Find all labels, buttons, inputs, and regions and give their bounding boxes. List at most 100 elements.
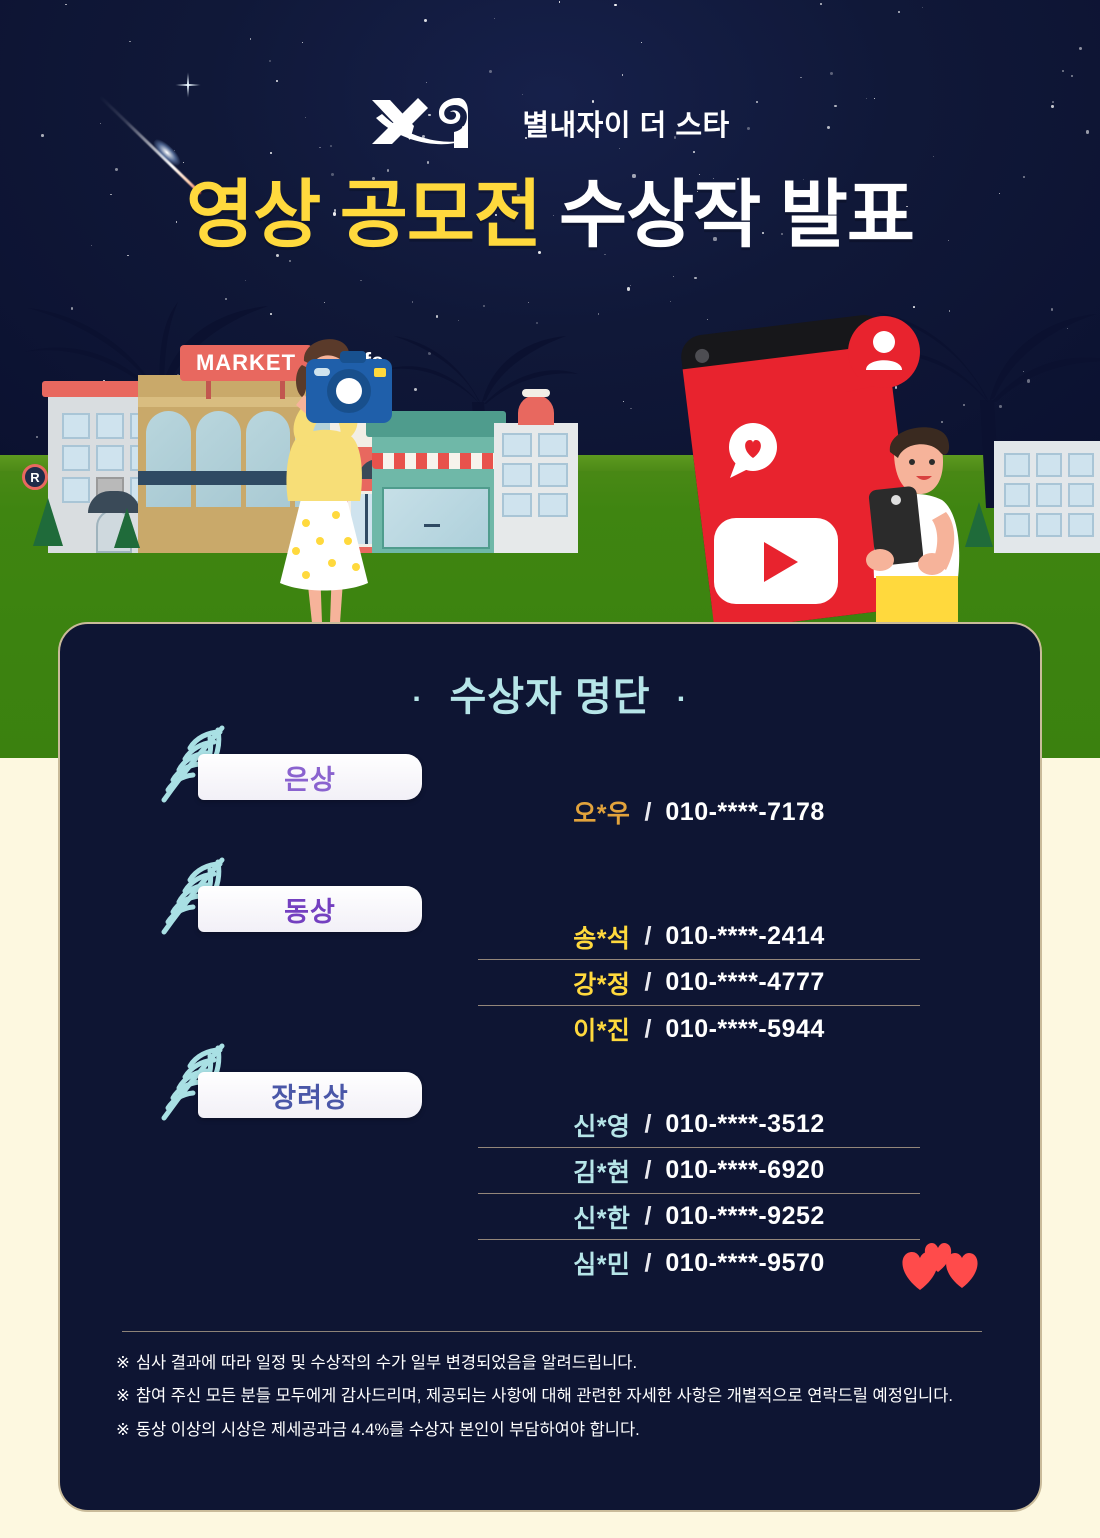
hearts-decoration-icon xyxy=(902,1243,978,1290)
winner-phone: 010-****-9570 xyxy=(665,1248,825,1277)
page-title: 영상 공모전 수상작 발표 xyxy=(0,178,1100,252)
star-dot xyxy=(426,161,430,165)
winner-rows: 오*우 / 010-****-7178 xyxy=(478,789,920,835)
star-dot xyxy=(237,186,240,189)
woman-photographer-illustration xyxy=(280,339,392,623)
winner-phone: 010-****-7178 xyxy=(665,797,825,826)
winner-row: 이*진 / 010-****-5944 xyxy=(478,1006,920,1052)
winner-separator: / xyxy=(644,922,652,950)
winner-phone: 010-****-9252 xyxy=(665,1202,825,1230)
star-dot xyxy=(269,60,272,63)
sparkle-star-icon xyxy=(175,72,201,98)
star-dot xyxy=(746,126,750,130)
star-dot xyxy=(360,279,362,282)
winners-panel: · 수상자 명단 · 은상 오*우 / 010-****-7178 동상 송*석 / 010-… xyxy=(58,622,1042,1512)
star-dot xyxy=(947,239,950,242)
star-dot xyxy=(597,312,600,315)
star-dot xyxy=(670,301,672,303)
brand-logo-row: 별내자이 더 스타 xyxy=(0,92,1100,154)
star-dot xyxy=(712,177,715,180)
star-dot xyxy=(713,237,717,241)
star-dot xyxy=(622,400,625,403)
heart-speech-bubble-icon xyxy=(729,423,777,478)
star-dot xyxy=(536,321,539,325)
tree-icon xyxy=(965,502,993,547)
star-dot xyxy=(542,112,544,114)
star-dot xyxy=(494,213,498,216)
star-dot xyxy=(244,279,246,281)
star-dot xyxy=(906,205,908,208)
star-dot xyxy=(618,147,620,149)
star-dot xyxy=(102,379,106,383)
star-dot xyxy=(301,41,304,43)
star-dot xyxy=(1061,69,1064,72)
star-dot xyxy=(176,373,180,376)
winner-name: 송*석 xyxy=(573,924,631,953)
footnote-mark: ※ xyxy=(116,1421,130,1440)
award-badge-label: 은상 xyxy=(284,764,336,795)
star-dot xyxy=(756,100,759,104)
star-dot xyxy=(175,221,178,223)
star-dot xyxy=(537,251,541,255)
winner-phone: 010-****-5944 xyxy=(665,1014,825,1043)
winner-separator: / xyxy=(644,1156,652,1184)
winner-rows: 신*영 / 010-****-3512 김*현 / 010-****-6920 신*한 / 01… xyxy=(478,1102,920,1286)
heading-dot-right: · xyxy=(676,682,688,716)
star-dot xyxy=(694,276,697,280)
star-dot xyxy=(319,146,321,148)
star-dot xyxy=(698,173,701,175)
star-dot xyxy=(100,122,102,124)
star-dot xyxy=(270,152,273,155)
footnote-item: ※ 심사 결과에 따라 일정 및 수상작의 수가 일부 변경되었음을 알려드립니다… xyxy=(116,1347,1016,1381)
building-right xyxy=(994,441,1100,553)
winner-separator: / xyxy=(644,1248,652,1277)
star-dot xyxy=(1027,379,1031,383)
winner-rows: 송*석 / 010-****-2414 강*정 / 010-****-4777 이*진 / 01… xyxy=(478,914,920,1052)
star-dot xyxy=(249,38,252,41)
star-dot xyxy=(1050,307,1054,311)
winner-row: 송*석 / 010-****-2414 xyxy=(478,914,920,960)
social-media-illustration xyxy=(678,310,990,632)
star-dot xyxy=(110,193,113,196)
star-dot xyxy=(626,287,631,291)
star-dot xyxy=(40,134,44,138)
title-highlight: 영상 공모전 xyxy=(186,173,542,256)
star-dot xyxy=(554,124,557,126)
winner-separator: / xyxy=(644,1110,652,1138)
winner-row: 신*영 / 010-****-3512 xyxy=(478,1102,920,1148)
footnote-text: 심사 결과에 따라 일정 및 수상작의 수가 일부 변경되었음을 알려드립니다. xyxy=(135,1353,638,1372)
star-dot xyxy=(558,1,561,3)
star-dot xyxy=(706,318,709,321)
man-with-phone-illustration xyxy=(866,427,960,626)
winner-row: 김*현 / 010-****-6920 xyxy=(478,1148,920,1194)
winner-row: 신*한 / 010-****-9252 xyxy=(478,1194,920,1240)
star-dot xyxy=(304,116,307,118)
heading-dot-left: · xyxy=(412,682,424,716)
star-dot xyxy=(865,97,868,100)
star-dot xyxy=(423,184,427,188)
star-dot xyxy=(800,76,802,79)
play-button-icon xyxy=(714,518,838,604)
star-dot xyxy=(819,3,823,6)
award-badge-encourage: 장려상 xyxy=(198,1072,422,1118)
star-dot xyxy=(629,284,631,286)
tree-icon xyxy=(114,508,140,548)
star-dot xyxy=(762,231,765,234)
winner-separator: / xyxy=(644,968,652,996)
winners-heading: · 수상자 명단 · xyxy=(60,664,1040,722)
star-dot xyxy=(1022,175,1025,178)
profile-speech-bubble-icon xyxy=(846,316,920,392)
star-dot xyxy=(269,313,272,315)
star-dot xyxy=(873,98,875,100)
star-dot xyxy=(834,104,837,108)
winner-name: 심*민 xyxy=(573,1251,631,1279)
star-dot xyxy=(693,151,695,154)
footnote-mark: ※ xyxy=(116,1353,130,1372)
star-dot xyxy=(421,135,426,139)
market-sign-label: MARKET xyxy=(195,350,297,375)
star-dot xyxy=(1067,327,1068,329)
star-dot xyxy=(435,315,439,318)
star-dot xyxy=(932,155,934,157)
winners-heading-label: 수상자 명단 xyxy=(449,675,651,719)
